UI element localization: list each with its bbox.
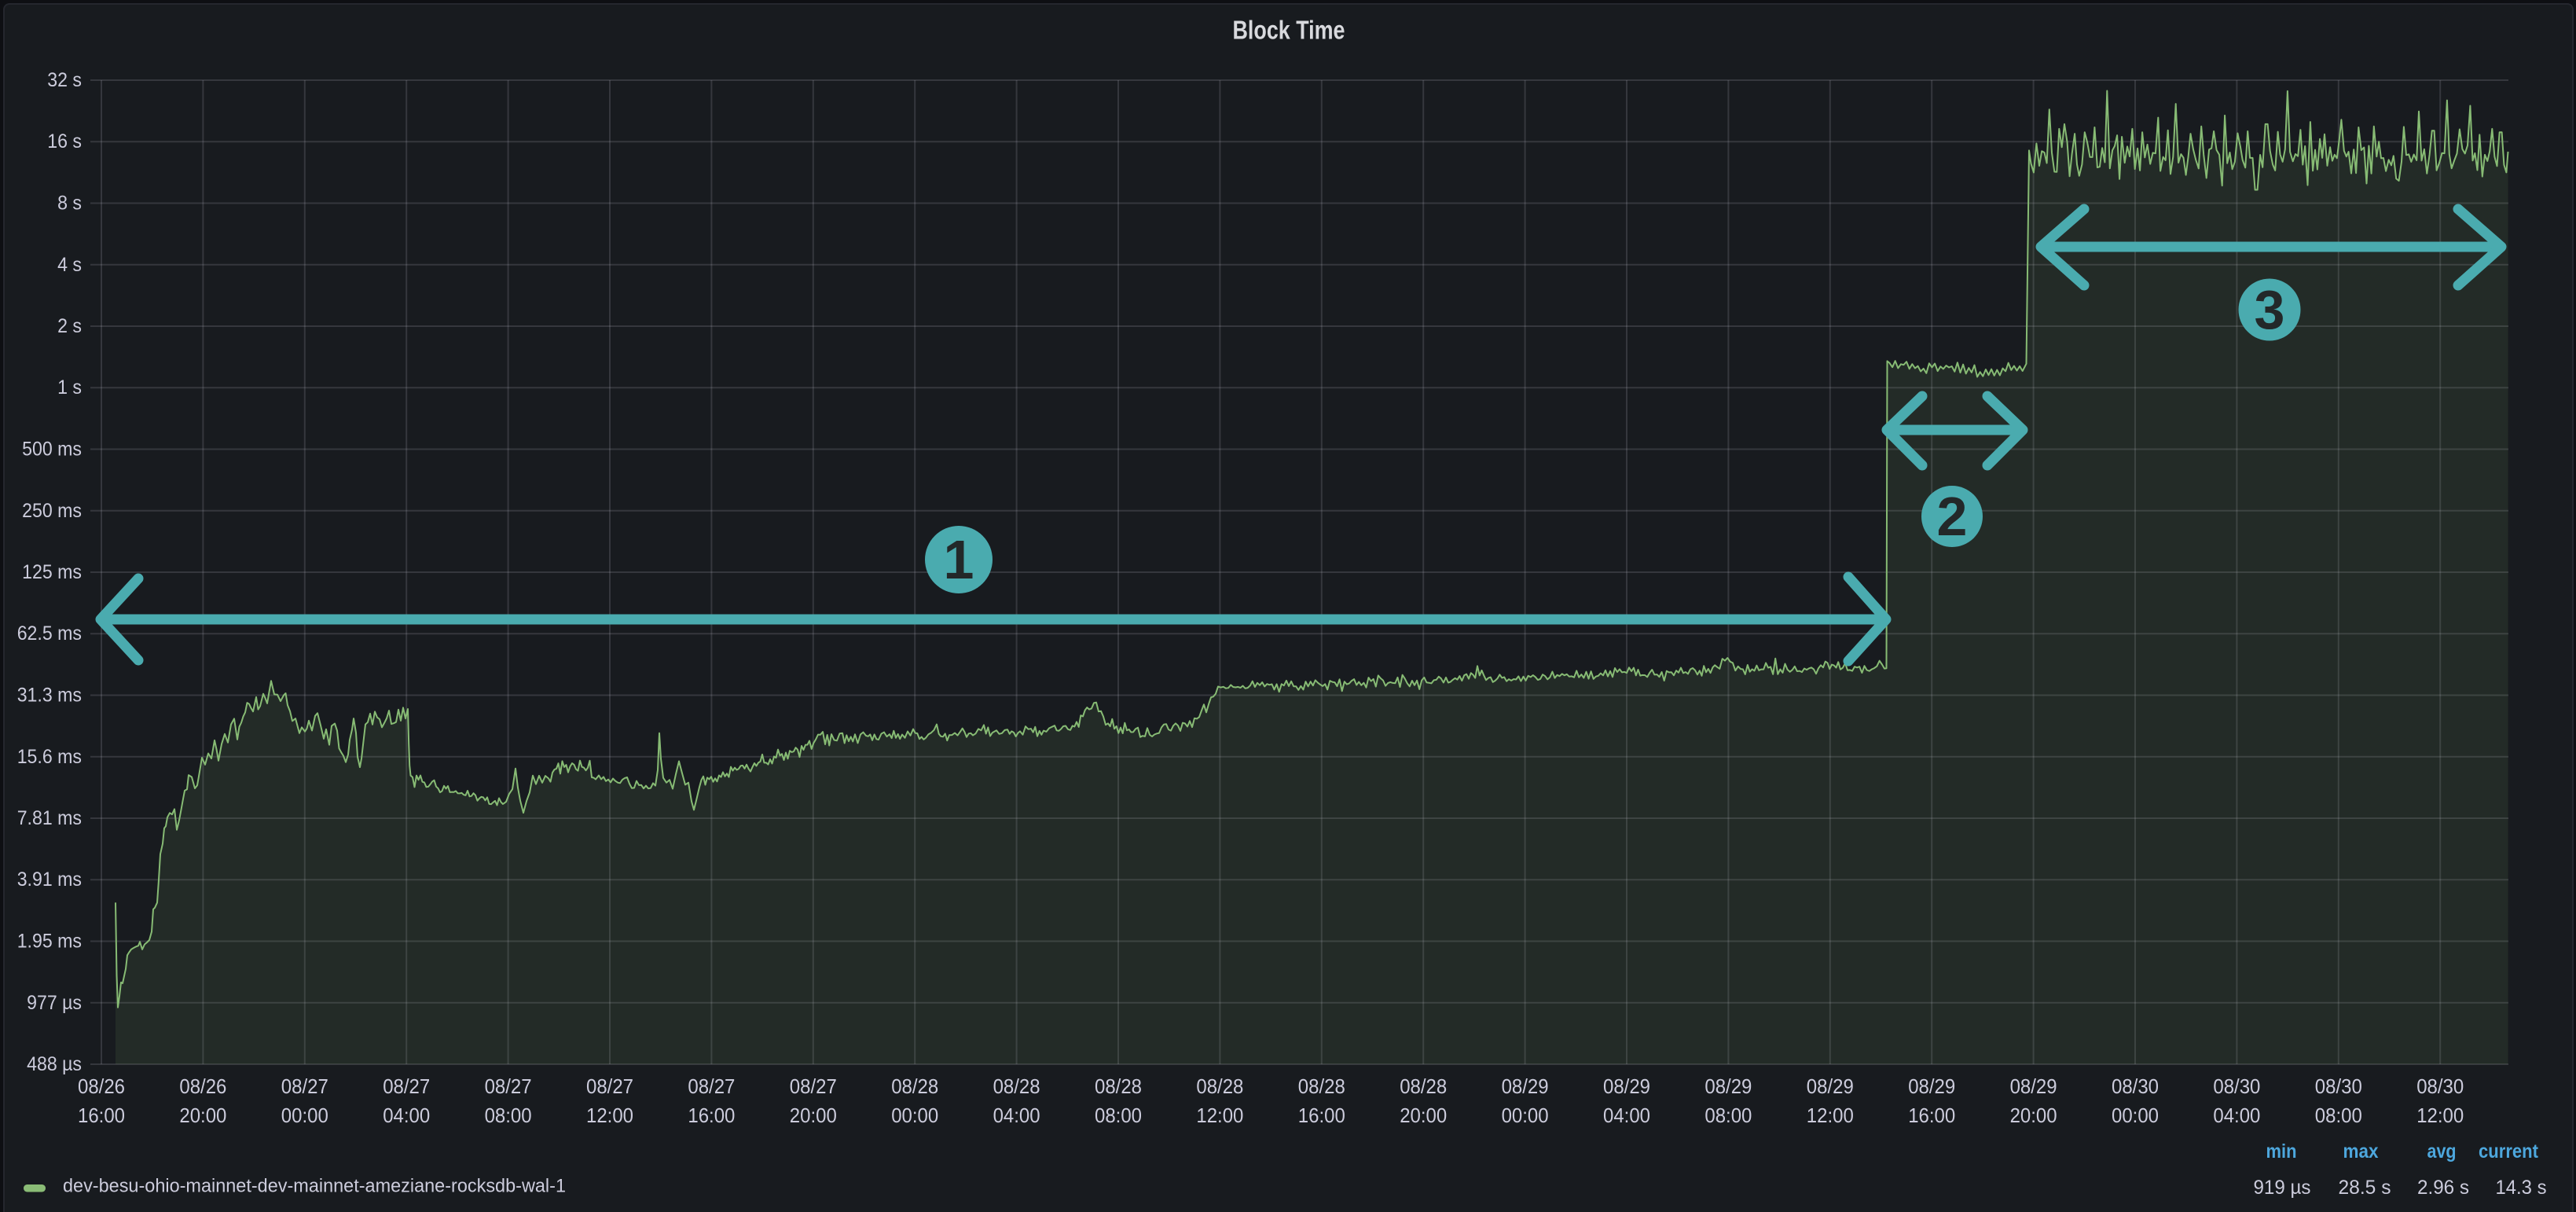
svg-text:16:00: 16:00	[78, 1104, 125, 1127]
svg-text:1.95 ms: 1.95 ms	[17, 931, 82, 953]
svg-text:15.6 ms: 15.6 ms	[17, 746, 82, 768]
svg-text:08/28: 08/28	[1400, 1074, 1447, 1098]
svg-text:00:00: 00:00	[2112, 1104, 2159, 1127]
svg-text:1 s: 1 s	[57, 376, 82, 398]
svg-text:08/27: 08/27	[281, 1074, 328, 1098]
svg-text:08/27: 08/27	[688, 1074, 735, 1098]
svg-text:08:00: 08:00	[1704, 1104, 1752, 1127]
svg-text:08/30: 08/30	[2315, 1074, 2362, 1098]
svg-text:08:00: 08:00	[485, 1104, 532, 1127]
svg-text:16 s: 16 s	[47, 130, 82, 152]
svg-text:00:00: 00:00	[891, 1104, 938, 1127]
svg-text:08/30: 08/30	[2213, 1074, 2260, 1098]
svg-text:500 ms: 500 ms	[22, 439, 82, 461]
svg-text:04:00: 04:00	[2213, 1104, 2260, 1127]
svg-text:919 µs: 919 µs	[2254, 1177, 2311, 1199]
svg-text:08/28: 08/28	[993, 1074, 1040, 1098]
svg-text:16:00: 16:00	[1908, 1104, 1955, 1127]
svg-text:08/29: 08/29	[1603, 1074, 1650, 1098]
svg-text:08/29: 08/29	[1502, 1074, 1549, 1098]
svg-text:08/27: 08/27	[383, 1074, 430, 1098]
svg-text:2: 2	[1937, 486, 1968, 547]
svg-text:2.96 s: 2.96 s	[2417, 1177, 2469, 1199]
svg-text:00:00: 00:00	[1502, 1104, 1549, 1127]
svg-text:04:00: 04:00	[1603, 1104, 1650, 1127]
svg-text:3.91 ms: 3.91 ms	[17, 869, 82, 891]
svg-text:min: min	[2266, 1140, 2297, 1162]
svg-text:04:00: 04:00	[993, 1104, 1040, 1127]
svg-text:08/27: 08/27	[586, 1074, 633, 1098]
svg-text:4 s: 4 s	[57, 254, 82, 276]
svg-text:16:00: 16:00	[688, 1104, 735, 1127]
svg-text:Block Time: Block Time	[1233, 16, 1345, 45]
svg-text:12:00: 12:00	[586, 1104, 633, 1127]
svg-text:28.5 s: 28.5 s	[2339, 1177, 2391, 1199]
svg-text:08/26: 08/26	[179, 1074, 226, 1098]
svg-text:31.3 ms: 31.3 ms	[17, 685, 82, 707]
svg-text:08/30: 08/30	[2112, 1074, 2159, 1098]
svg-text:32 s: 32 s	[47, 69, 82, 91]
svg-text:1: 1	[944, 529, 974, 590]
svg-text:08:00: 08:00	[2315, 1104, 2362, 1127]
svg-text:125 ms: 125 ms	[22, 561, 82, 583]
svg-text:12:00: 12:00	[1807, 1104, 1854, 1127]
svg-text:12:00: 12:00	[2416, 1104, 2464, 1127]
svg-text:3: 3	[2255, 279, 2285, 340]
svg-text:08/28: 08/28	[1298, 1074, 1345, 1098]
svg-text:08/26: 08/26	[78, 1074, 125, 1098]
svg-text:08:00: 08:00	[1095, 1104, 1142, 1127]
svg-text:20:00: 20:00	[2010, 1104, 2057, 1127]
svg-text:20:00: 20:00	[179, 1104, 226, 1127]
svg-text:2 s: 2 s	[57, 315, 82, 337]
svg-text:08/28: 08/28	[1196, 1074, 1243, 1098]
svg-text:7.81 ms: 7.81 ms	[17, 807, 82, 829]
svg-text:08/27: 08/27	[790, 1074, 837, 1098]
svg-text:08/29: 08/29	[1908, 1074, 1955, 1098]
svg-text:dev-besu-ohio-mainnet-dev-main: dev-besu-ohio-mainnet-dev-mainnet-amezia…	[63, 1176, 566, 1197]
svg-text:08/27: 08/27	[485, 1074, 532, 1098]
svg-text:250 ms: 250 ms	[22, 500, 82, 522]
svg-text:08/28: 08/28	[1095, 1074, 1142, 1098]
svg-text:20:00: 20:00	[1400, 1104, 1447, 1127]
svg-text:977 µs: 977 µs	[27, 992, 82, 1014]
svg-text:max: max	[2343, 1140, 2379, 1162]
svg-text:current: current	[2479, 1140, 2539, 1162]
svg-text:00:00: 00:00	[281, 1104, 328, 1127]
svg-text:20:00: 20:00	[790, 1104, 837, 1127]
svg-text:488 µs: 488 µs	[27, 1053, 82, 1075]
svg-text:08/29: 08/29	[1807, 1074, 1854, 1098]
svg-text:8 s: 8 s	[57, 193, 82, 215]
svg-text:08/28: 08/28	[891, 1074, 938, 1098]
svg-text:62.5 ms: 62.5 ms	[17, 623, 82, 645]
svg-text:04:00: 04:00	[383, 1104, 430, 1127]
svg-text:12:00: 12:00	[1196, 1104, 1243, 1127]
svg-text:16:00: 16:00	[1298, 1104, 1345, 1127]
svg-text:08/30: 08/30	[2416, 1074, 2464, 1098]
svg-text:08/29: 08/29	[1704, 1074, 1752, 1098]
svg-text:avg: avg	[2427, 1140, 2457, 1162]
svg-text:08/29: 08/29	[2010, 1074, 2057, 1098]
svg-text:14.3 s: 14.3 s	[2496, 1177, 2547, 1199]
